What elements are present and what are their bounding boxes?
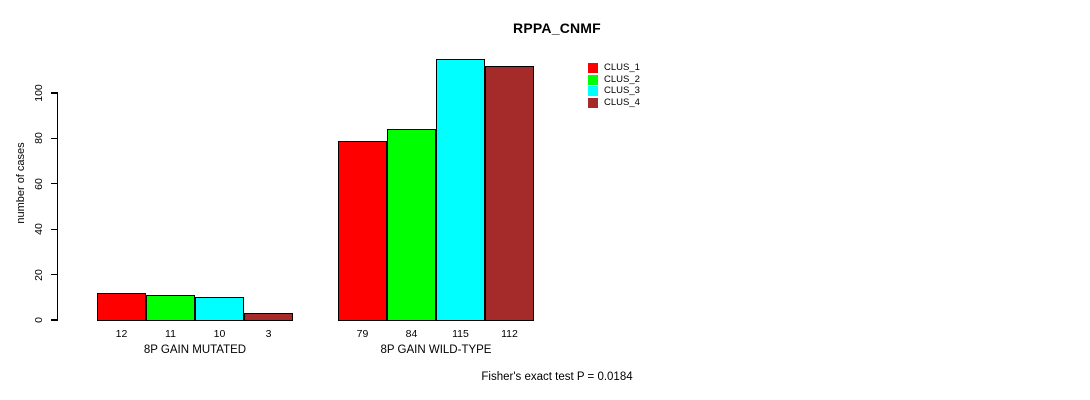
legend-swatch-clus1: [588, 62, 598, 73]
legend-item: CLUS_3: [588, 85, 640, 97]
legend-label: CLUS_3: [604, 85, 640, 97]
bar-clus_4-group2: [485, 65, 534, 321]
y-tick: [51, 319, 58, 321]
legend: CLUS_1 CLUS_2 CLUS_3 CLUS_4: [588, 62, 640, 109]
bar-value-label: 10: [213, 328, 226, 340]
chart-title: RPPA_CNMF: [513, 20, 601, 36]
legend-swatch-clus3: [588, 86, 598, 97]
legend-label: CLUS_2: [604, 73, 640, 85]
stat-test-annotation: Fisher's exact test P = 0.0184: [481, 371, 633, 383]
y-tick-label: 100: [33, 84, 45, 102]
y-tick-label: 80: [33, 132, 45, 145]
y-tick: [51, 274, 58, 276]
bar-value-label: 3: [265, 328, 272, 340]
y-tick: [51, 183, 58, 185]
x-category-label: 8P GAIN MUTATED: [143, 344, 247, 356]
legend-label: CLUS_1: [604, 61, 640, 73]
y-tick-label: 0: [33, 317, 45, 323]
bar-clus_1-group1: [97, 292, 146, 321]
bar-value-label: 79: [356, 328, 369, 340]
bar-clus_2-group1: [146, 295, 195, 321]
legend-swatch-clus4: [588, 97, 598, 108]
y-tick: [51, 92, 58, 94]
legend-label: CLUS_4: [604, 96, 640, 108]
bar-clus_3-group1: [195, 297, 244, 321]
y-axis-label: number of cases: [15, 142, 27, 224]
legend-item: CLUS_1: [588, 62, 640, 74]
bar-value-label: 115: [452, 328, 469, 340]
bar-value-label: 12: [115, 328, 128, 340]
y-axis-line: [57, 93, 59, 321]
bar-clus_3-group2: [436, 58, 485, 321]
y-tick: [51, 228, 58, 230]
y-tick-label: 40: [33, 223, 45, 236]
bar-clus_1-group2: [338, 140, 387, 321]
y-tick: [51, 137, 58, 139]
bar-value-label: 11: [165, 328, 176, 340]
legend-item: CLUS_4: [588, 97, 640, 109]
y-tick-label: 20: [33, 268, 45, 281]
y-tick-label: 60: [33, 177, 45, 190]
bar-value-label: 112: [501, 328, 518, 340]
bar-value-label: 84: [405, 328, 418, 340]
bar-clus_2-group2: [387, 129, 436, 321]
bar-clus_4-group1: [244, 313, 293, 321]
x-category-label: 8P GAIN WILD-TYPE: [380, 344, 492, 356]
legend-item: CLUS_2: [588, 74, 640, 86]
legend-swatch-clus2: [588, 74, 598, 85]
